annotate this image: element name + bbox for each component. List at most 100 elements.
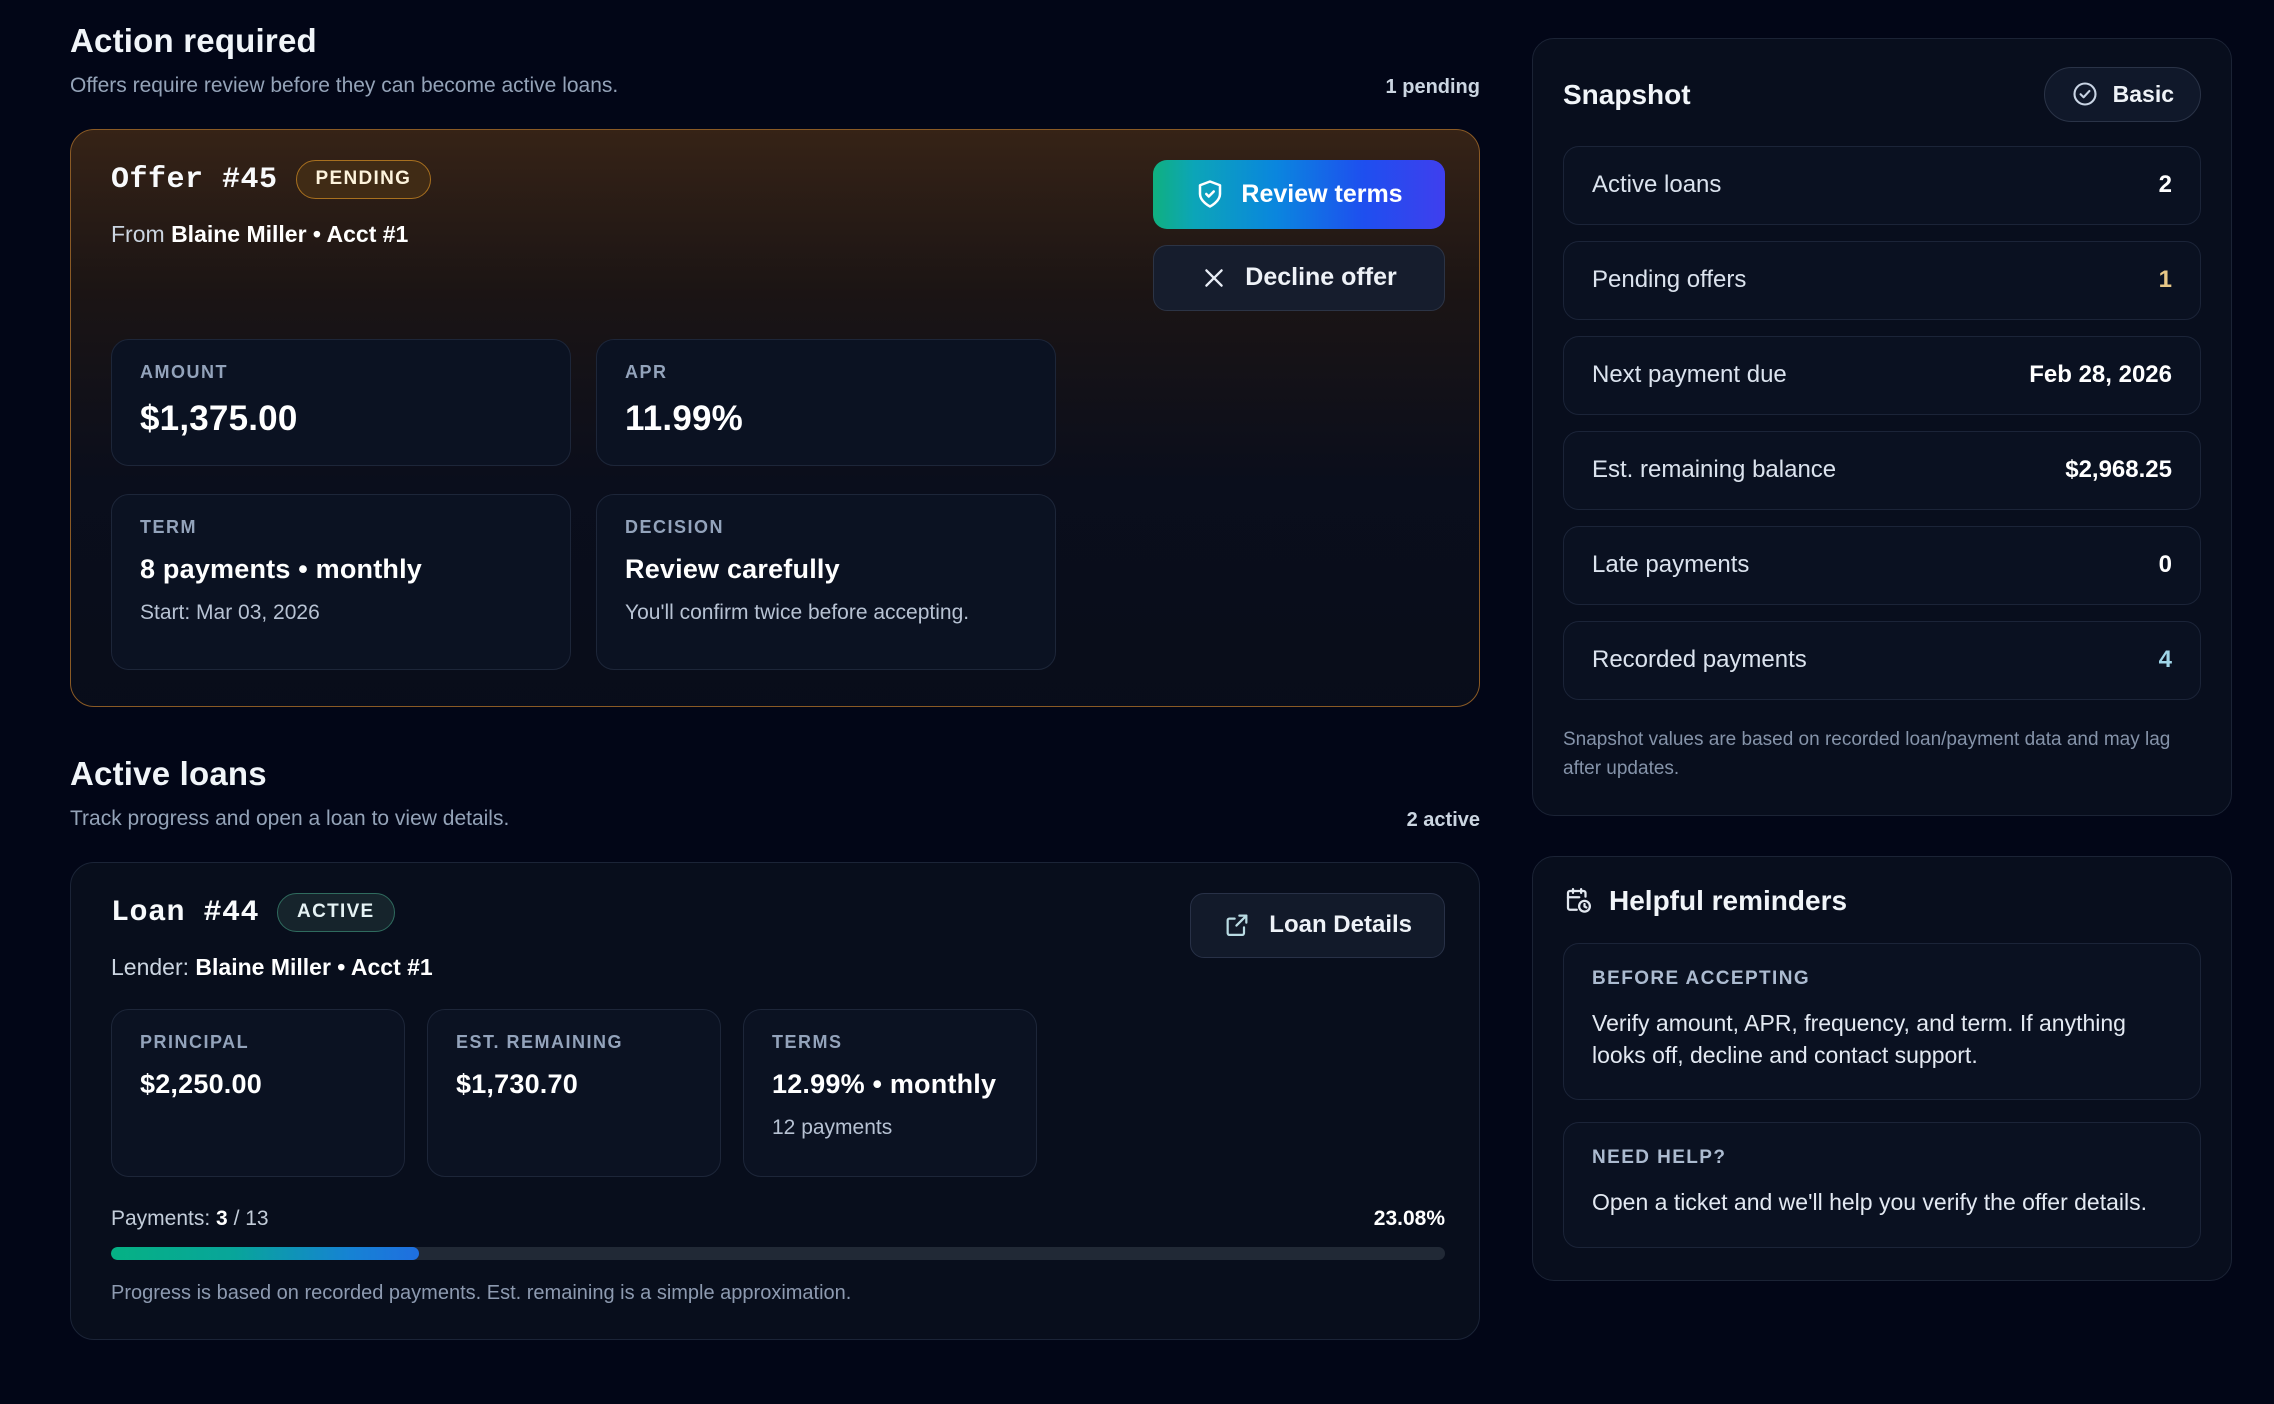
offer-metric-term-note: Start: Mar 03, 2026: [140, 601, 320, 624]
snapshot-title: Snapshot: [1563, 78, 1691, 110]
status-badge-active: ACTIVE: [277, 893, 395, 932]
loan-progress-made: 3: [216, 1207, 228, 1230]
reminders-header: Helpful reminders: [1563, 885, 2201, 917]
offer-metric-decision-note: You'll confirm twice before accepting.: [625, 601, 970, 624]
offer-id: Offer #45: [111, 162, 278, 197]
snapshot-row-late-payments: Late payments 0: [1563, 526, 2201, 605]
loan-lender-name: Blaine Miller • Acct #1: [195, 954, 433, 980]
reminders-list: BEFORE ACCEPTING Verify amount, APR, fre…: [1563, 943, 2201, 1249]
snapshot-value: 2: [2158, 171, 2172, 198]
offer-card-header: Offer #45 PENDING From Blaine Miller • A…: [111, 160, 1445, 311]
offer-metric-apr-label: APR: [625, 362, 668, 382]
snapshot-header: Snapshot Basic: [1563, 67, 2201, 122]
loan-metric-est-remaining-value: $1,730.70: [456, 1069, 578, 1099]
close-icon: [1201, 265, 1227, 291]
offer-id-row: Offer #45 PENDING: [111, 160, 432, 199]
calendar-clock-icon: [1563, 886, 1593, 916]
offer-metric-apr: APR 11.99%: [596, 339, 1056, 466]
offer-metric-term: TERM 8 payments • monthly Start: Mar 03,…: [111, 494, 571, 670]
loan-card[interactable]: Loan #44 ACTIVE Lender: Blaine Miller • …: [70, 862, 1480, 1340]
loan-progress-track[interactable]: [111, 1247, 1445, 1260]
action-required-subtitle: Offers require review before they can be…: [70, 74, 619, 97]
snapshot-value: Feb 28, 2026: [2029, 361, 2172, 388]
check-circle-icon: [2071, 80, 2099, 108]
loan-metric-principal-label: PRINCIPAL: [140, 1032, 250, 1052]
loan-progress-note: Progress is based on recorded payments. …: [111, 1282, 852, 1304]
loan-lender-line: Lender: Blaine Miller • Acct #1: [111, 954, 433, 981]
loan-details-button[interactable]: Loan Details: [1190, 893, 1445, 958]
loan-id-row: Loan #44 ACTIVE: [111, 893, 433, 932]
loan-metric-est-remaining-label: EST. REMAINING: [456, 1032, 624, 1052]
offer-metric-decision-label: DECISION: [625, 517, 725, 537]
reminder-need-help: NEED HELP? Open a ticket and we'll help …: [1563, 1122, 2201, 1249]
loan-metric-principal-value: $2,250.00: [140, 1069, 262, 1099]
snapshot-row-recorded-payments: Recorded payments 4: [1563, 621, 2201, 700]
loan-identity: Loan #44 ACTIVE Lender: Blaine Miller • …: [111, 893, 433, 981]
active-loans-title: Active loans: [70, 755, 267, 792]
offer-card[interactable]: Offer #45 PENDING From Blaine Miller • A…: [70, 129, 1480, 707]
loan-progress-header: Payments: 3 / 13 23.08%: [111, 1207, 1445, 1231]
offer-metrics-row-1: AMOUNT $1,375.00 APR 11.99%: [111, 339, 1445, 466]
offer-metric-term-value: 8 payments • monthly: [140, 554, 423, 584]
snapshot-key: Late payments: [1592, 551, 1750, 578]
reminder-text: Open a ticket and we'll help you verify …: [1592, 1189, 2147, 1216]
offer-metrics-row-2: TERM 8 payments • monthly Start: Mar 03,…: [111, 494, 1445, 670]
reminders-panel: Helpful reminders BEFORE ACCEPTING Verif…: [1532, 856, 2232, 1282]
snapshot-value: $2,968.25: [2065, 456, 2172, 483]
snapshot-value: 0: [2158, 551, 2172, 578]
loan-metric-terms: TERMS 12.99% • monthly 12 payments: [743, 1009, 1037, 1177]
status-badge-pending: PENDING: [295, 160, 432, 199]
reminder-label: BEFORE ACCEPTING: [1592, 968, 1811, 989]
loan-progress-fill: [111, 1247, 419, 1260]
active-loans-subtitle: Track progress and open a loan to view d…: [70, 807, 510, 830]
page-title: Action required: [70, 22, 317, 59]
snapshot-value: 4: [2158, 646, 2172, 673]
offer-actions: Review terms Decline offer: [1153, 160, 1445, 311]
snapshot-row-est-remaining-balance: Est. remaining balance $2,968.25: [1563, 431, 2201, 510]
reminder-text: Verify amount, APR, frequency, and term.…: [1592, 1010, 2126, 1068]
offer-metric-decision-value: Review carefully: [625, 554, 840, 584]
offer-from-line: From Blaine Miller • Acct #1: [111, 221, 431, 248]
loan-metric-terms-value: 12.99% • monthly: [772, 1069, 997, 1099]
review-terms-label: Review terms: [1241, 179, 1403, 208]
main-column: Action required Offers require review be…: [70, 22, 1480, 1404]
shield-check-icon: [1195, 179, 1225, 209]
offer-metric-amount-value: $1,375.00: [140, 399, 298, 438]
snapshot-value: 1: [2158, 266, 2172, 293]
loan-metric-terms-label: TERMS: [772, 1032, 843, 1052]
action-required-header: Action required Offers require review be…: [70, 22, 1480, 99]
snapshot-mode-label: Basic: [2112, 80, 2174, 107]
offer-metric-apr-value: 11.99%: [625, 399, 743, 438]
offer-metric-amount-label: AMOUNT: [140, 362, 228, 382]
action-required-header-text: Action required Offers require review be…: [70, 22, 618, 98]
loan-id: Loan #44: [111, 895, 260, 930]
loan-metric-est-remaining: EST. REMAINING $1,730.70: [427, 1009, 721, 1177]
pending-count-label: 1 pending: [1385, 76, 1480, 98]
loan-card-header: Loan #44 ACTIVE Lender: Blaine Miller • …: [111, 893, 1445, 981]
offer-identity: Offer #45 PENDING From Blaine Miller • A…: [111, 160, 432, 248]
decline-offer-label: Decline offer: [1245, 263, 1397, 291]
loan-progress: Payments: 3 / 13 23.08% Progress is base…: [111, 1207, 1445, 1305]
snapshot-mode-pill[interactable]: Basic: [2043, 67, 2201, 122]
reminders-title: Helpful reminders: [1609, 885, 1848, 916]
loan-metrics-row: PRINCIPAL $2,250.00 EST. REMAINING $1,73…: [111, 1009, 1445, 1177]
loan-metric-terms-note: 12 payments: [772, 1116, 893, 1139]
offer-metric-decision: DECISION Review carefully You'll confirm…: [596, 494, 1056, 670]
snapshot-key: Active loans: [1592, 171, 1722, 198]
loan-lender-prefix: Lender:: [111, 954, 196, 980]
loan-metric-principal: PRINCIPAL $2,250.00: [111, 1009, 405, 1177]
offer-from-name: Blaine Miller • Acct #1: [171, 221, 409, 247]
active-count-label: 2 active: [1406, 809, 1480, 831]
offer-from-prefix: From: [111, 221, 172, 247]
review-terms-button[interactable]: Review terms: [1153, 160, 1445, 229]
snapshot-key: Recorded payments: [1592, 646, 1807, 673]
snapshot-row-pending-offers: Pending offers 1: [1563, 241, 2201, 320]
loan-progress-percent: 23.08%: [1373, 1207, 1445, 1230]
active-loans-header-text: Active loans Track progress and open a l…: [70, 755, 509, 831]
loan-details-label: Loan Details: [1269, 911, 1412, 938]
snapshot-key: Est. remaining balance: [1592, 456, 1837, 483]
reminder-before-accepting: BEFORE ACCEPTING Verify amount, APR, fre…: [1563, 943, 2201, 1101]
decline-offer-button[interactable]: Decline offer: [1153, 245, 1445, 311]
snapshot-row-active-loans: Active loans 2: [1563, 146, 2201, 225]
reminder-label: NEED HELP?: [1592, 1147, 1727, 1169]
